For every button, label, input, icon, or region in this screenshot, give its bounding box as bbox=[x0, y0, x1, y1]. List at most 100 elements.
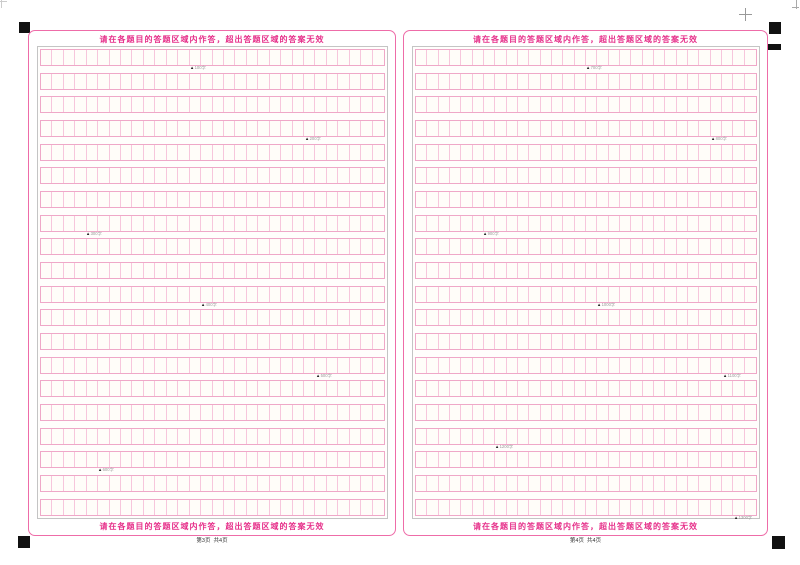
character-cell bbox=[293, 215, 304, 231]
character-cell bbox=[597, 334, 609, 350]
character-cell bbox=[711, 121, 722, 137]
character-cell bbox=[52, 334, 64, 350]
character-cell bbox=[552, 357, 564, 373]
character-cell bbox=[507, 405, 518, 421]
character-cell bbox=[552, 168, 564, 184]
notice-bottom: 请在各题目的答题区域内作答，超出答题区域的答案无效 bbox=[99, 522, 325, 531]
grid-row bbox=[415, 475, 757, 493]
character-cell bbox=[688, 73, 700, 89]
character-cell bbox=[235, 50, 247, 65]
character-cell bbox=[688, 357, 700, 373]
character-cell bbox=[235, 121, 247, 137]
character-cell bbox=[190, 215, 202, 231]
character-cell bbox=[121, 428, 133, 444]
character-cell bbox=[427, 50, 439, 65]
character-cell bbox=[281, 144, 293, 160]
character-cell bbox=[631, 215, 643, 231]
character-cell bbox=[439, 499, 450, 515]
character-cell bbox=[64, 499, 76, 515]
character-cell bbox=[416, 405, 428, 421]
character-cell bbox=[121, 215, 133, 231]
character-cell bbox=[495, 452, 507, 468]
character-cell bbox=[711, 452, 722, 468]
character-cell bbox=[201, 428, 213, 444]
character-cell bbox=[190, 192, 202, 208]
character-cell bbox=[439, 357, 450, 373]
character-cell bbox=[733, 405, 745, 421]
character-cell bbox=[52, 121, 64, 137]
character-cell bbox=[495, 286, 507, 302]
character-cell bbox=[631, 334, 643, 350]
character-cell bbox=[450, 452, 462, 468]
character-cell bbox=[416, 50, 428, 65]
character-cell bbox=[722, 381, 734, 397]
character-cell bbox=[427, 73, 439, 89]
character-cell bbox=[677, 263, 688, 279]
character-cell bbox=[495, 97, 507, 113]
character-cell bbox=[327, 286, 339, 302]
character-cell bbox=[87, 239, 99, 255]
character-cell bbox=[518, 476, 530, 492]
character-cell bbox=[597, 499, 609, 515]
character-cell bbox=[201, 476, 213, 492]
character-cell bbox=[631, 405, 643, 421]
character-cell bbox=[144, 144, 156, 160]
character-cell bbox=[132, 121, 144, 137]
character-cell bbox=[733, 499, 745, 515]
character-cell bbox=[518, 310, 530, 326]
character-cell bbox=[281, 499, 293, 515]
character-cell bbox=[270, 286, 282, 302]
character-cell bbox=[270, 168, 282, 184]
character-cell bbox=[643, 334, 654, 350]
character-cell bbox=[258, 476, 270, 492]
character-cell bbox=[450, 192, 462, 208]
character-cell bbox=[293, 50, 304, 65]
character-cell bbox=[121, 97, 133, 113]
character-cell bbox=[315, 357, 327, 373]
character-cell bbox=[529, 73, 541, 89]
character-cell bbox=[461, 215, 473, 231]
character-cell bbox=[665, 286, 677, 302]
character-cell bbox=[281, 97, 293, 113]
character-cell bbox=[304, 357, 316, 373]
character-cell bbox=[507, 97, 518, 113]
character-cell bbox=[677, 405, 688, 421]
grid-row bbox=[40, 167, 385, 185]
character-cell bbox=[52, 405, 64, 421]
grid-row bbox=[40, 427, 385, 445]
character-cell bbox=[144, 121, 156, 137]
character-cell bbox=[541, 334, 552, 350]
character-cell bbox=[178, 476, 190, 492]
character-cell bbox=[586, 239, 598, 255]
character-cell bbox=[110, 97, 122, 113]
grid-row bbox=[40, 49, 385, 66]
character-cell bbox=[597, 405, 609, 421]
character-cell bbox=[654, 144, 666, 160]
character-cell bbox=[620, 428, 632, 444]
character-cell bbox=[327, 428, 339, 444]
character-cell bbox=[201, 357, 213, 373]
character-cell bbox=[144, 286, 156, 302]
grid-row bbox=[415, 498, 757, 516]
character-cell bbox=[373, 334, 384, 349]
character-cell bbox=[529, 286, 541, 302]
character-cell bbox=[416, 144, 428, 160]
character-cell bbox=[247, 73, 259, 89]
character-cell bbox=[733, 357, 745, 373]
character-cell bbox=[597, 357, 609, 373]
character-cell bbox=[586, 215, 598, 231]
character-cell bbox=[450, 239, 462, 255]
character-cell bbox=[518, 405, 530, 421]
character-cell bbox=[665, 263, 677, 279]
character-cell bbox=[495, 239, 507, 255]
answer-page-4: 请在各题目的答题区域内作答，超出答题区域的答案无效 ▲700字 ▲800字 ▲900… bbox=[403, 30, 768, 543]
character-cell bbox=[575, 168, 586, 184]
grid-row bbox=[40, 238, 385, 256]
character-cell bbox=[315, 452, 327, 468]
character-cell bbox=[98, 50, 110, 65]
character-cell bbox=[338, 499, 350, 515]
character-cell bbox=[461, 168, 473, 184]
character-cell bbox=[87, 310, 99, 326]
character-cell bbox=[609, 239, 620, 255]
character-cell bbox=[75, 357, 87, 373]
